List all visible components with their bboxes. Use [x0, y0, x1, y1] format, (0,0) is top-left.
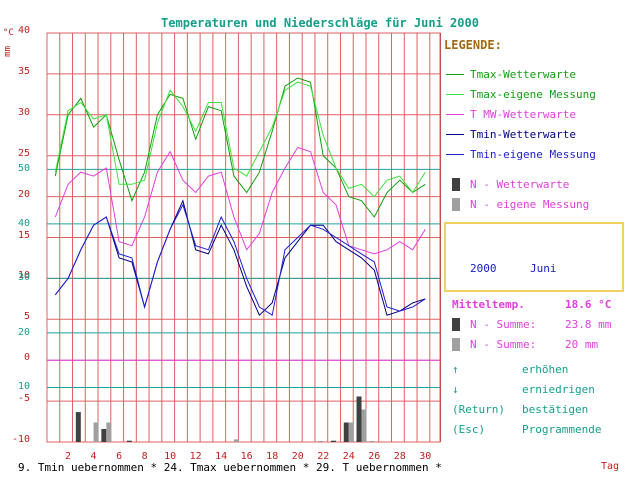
mean-temp-label: Mitteltemp. [452, 298, 525, 311]
x-tick-label: 12 [189, 451, 202, 462]
x-tick-label: 16 [240, 451, 253, 462]
x-tick-label: 10 [164, 451, 177, 462]
x-tick-label: 22 [317, 451, 330, 462]
y-tick-label-temp: 20 [17, 188, 30, 200]
y-tick-label-temp: -5 [17, 393, 30, 405]
precip-bar [126, 440, 132, 442]
x-tick-label: 14 [215, 451, 228, 462]
n-sum-ww-swatch [452, 318, 460, 331]
legend-swatch-tmax-ww [446, 74, 464, 75]
y-tick-label-temp: 0 [23, 352, 30, 364]
legend-item-n-own: N - eigene Messung [470, 198, 590, 211]
n-sum-own-value: 20 mm [565, 338, 599, 351]
legend-item-tmw-ww: T MW-Wetterwarte [470, 108, 576, 121]
precip-unit-label: mm [3, 46, 13, 57]
legend-swatch-tmin-ww [446, 134, 464, 135]
legend-item-tmin-own: Tmin-eigene Messung [470, 148, 596, 161]
y-tick-label-temp: -10 [11, 434, 30, 445]
precip-bar [318, 441, 324, 442]
legend-item-tmax-own: Tmax-eigene Messung [470, 88, 596, 101]
legend-swatch-tmw-ww [446, 114, 464, 115]
y-tick-label-temp: 30 [17, 106, 30, 118]
y-tick-label-temp: 10 [17, 270, 30, 282]
date-box [444, 222, 624, 292]
x-tick-label: 20 [291, 451, 304, 462]
cmd-return-action[interactable]: bestätigen [522, 403, 589, 416]
temp-unit-label: °C [3, 28, 14, 38]
y-tick-label-precip: 10 [17, 381, 30, 393]
chart-title: Temperaturen und Niederschläge für Juni … [161, 16, 479, 30]
precip-bar [106, 422, 112, 442]
x-axis-unit: Tag [601, 461, 620, 472]
x-tick-label: 6 [116, 451, 123, 462]
n-sum-ww-value: 23.8 mm [565, 318, 612, 331]
legend-panel [440, 33, 627, 442]
n-sum-own-swatch [452, 338, 460, 351]
cmd-up-action[interactable]: erhöhen [522, 363, 569, 376]
legend-heading: LEGENDE: [444, 38, 502, 52]
x-tick-label: 24 [342, 451, 355, 462]
precip-bar [348, 422, 354, 442]
cmd-esc-key[interactable]: (Esc) [452, 423, 486, 436]
legend-swatch-tmin-own [446, 154, 464, 155]
x-tick-label: 30 [419, 451, 432, 462]
y-tick-label-temp: 15 [17, 229, 30, 241]
legend-item-n-ww: N - Wetterwarte [470, 178, 570, 191]
cmd-down-action[interactable]: erniedrigen [522, 383, 595, 396]
y-tick-label-temp: 25 [17, 147, 30, 159]
legend-swatch-n-own [452, 198, 460, 211]
cmd-up-key[interactable]: ↑ [452, 363, 459, 376]
precip-bar [369, 441, 375, 442]
n-sum-ww-label: N - Summe: [470, 318, 537, 331]
precip-bar [361, 409, 367, 442]
legend-swatch-n-ww [452, 178, 460, 191]
series-line [54, 81, 426, 198]
series-line [54, 77, 426, 218]
y-tick-label-precip: 40 [17, 217, 30, 229]
cmd-return-key[interactable]: (Return) [452, 403, 505, 416]
precip-bar [331, 440, 337, 442]
legend-swatch-tmax-own [446, 94, 464, 95]
legend-item-tmax-ww: Tmax-Wetterwarte [470, 68, 576, 81]
y-tick-label-precip: 50 [17, 163, 30, 175]
series-line [54, 203, 426, 317]
date-year: 2000 [470, 262, 497, 275]
x-tick-label: 8 [141, 451, 148, 462]
y-tick-label-precip: 20 [17, 326, 30, 338]
precip-bar [356, 396, 362, 442]
series-line [54, 199, 426, 317]
cmd-esc-action[interactable]: Programmende [522, 423, 602, 436]
x-tick-label: 28 [393, 451, 406, 462]
y-tick-label-precip: 30 [17, 272, 30, 284]
precip-bar [93, 422, 99, 442]
x-tick-label: 18 [266, 451, 279, 462]
y-tick-label-temp: 35 [17, 65, 30, 77]
series-line [54, 146, 426, 255]
precip-bar [233, 439, 239, 442]
cmd-down-key[interactable]: ↓ [452, 383, 459, 396]
x-tick-label: 4 [90, 451, 97, 462]
x-tick-label: 26 [368, 451, 381, 462]
status-line: 9. Tmin uebernommen * 24. Tmax uebernomm… [18, 461, 442, 474]
y-tick-label-temp: 5 [23, 311, 30, 323]
n-sum-own-label: N - Summe: [470, 338, 537, 351]
precip-bar [343, 422, 349, 442]
mean-temp-value: 18.6 °C [565, 298, 612, 311]
precip-bar [101, 429, 107, 442]
y-tick-label-temp: 40 [17, 25, 30, 36]
x-tick-label: 2 [65, 451, 72, 462]
legend-item-tmin-ww: Tmin-Wetterwarte [470, 128, 576, 141]
date-month: Juni [530, 262, 557, 275]
precip-bar [75, 412, 81, 442]
